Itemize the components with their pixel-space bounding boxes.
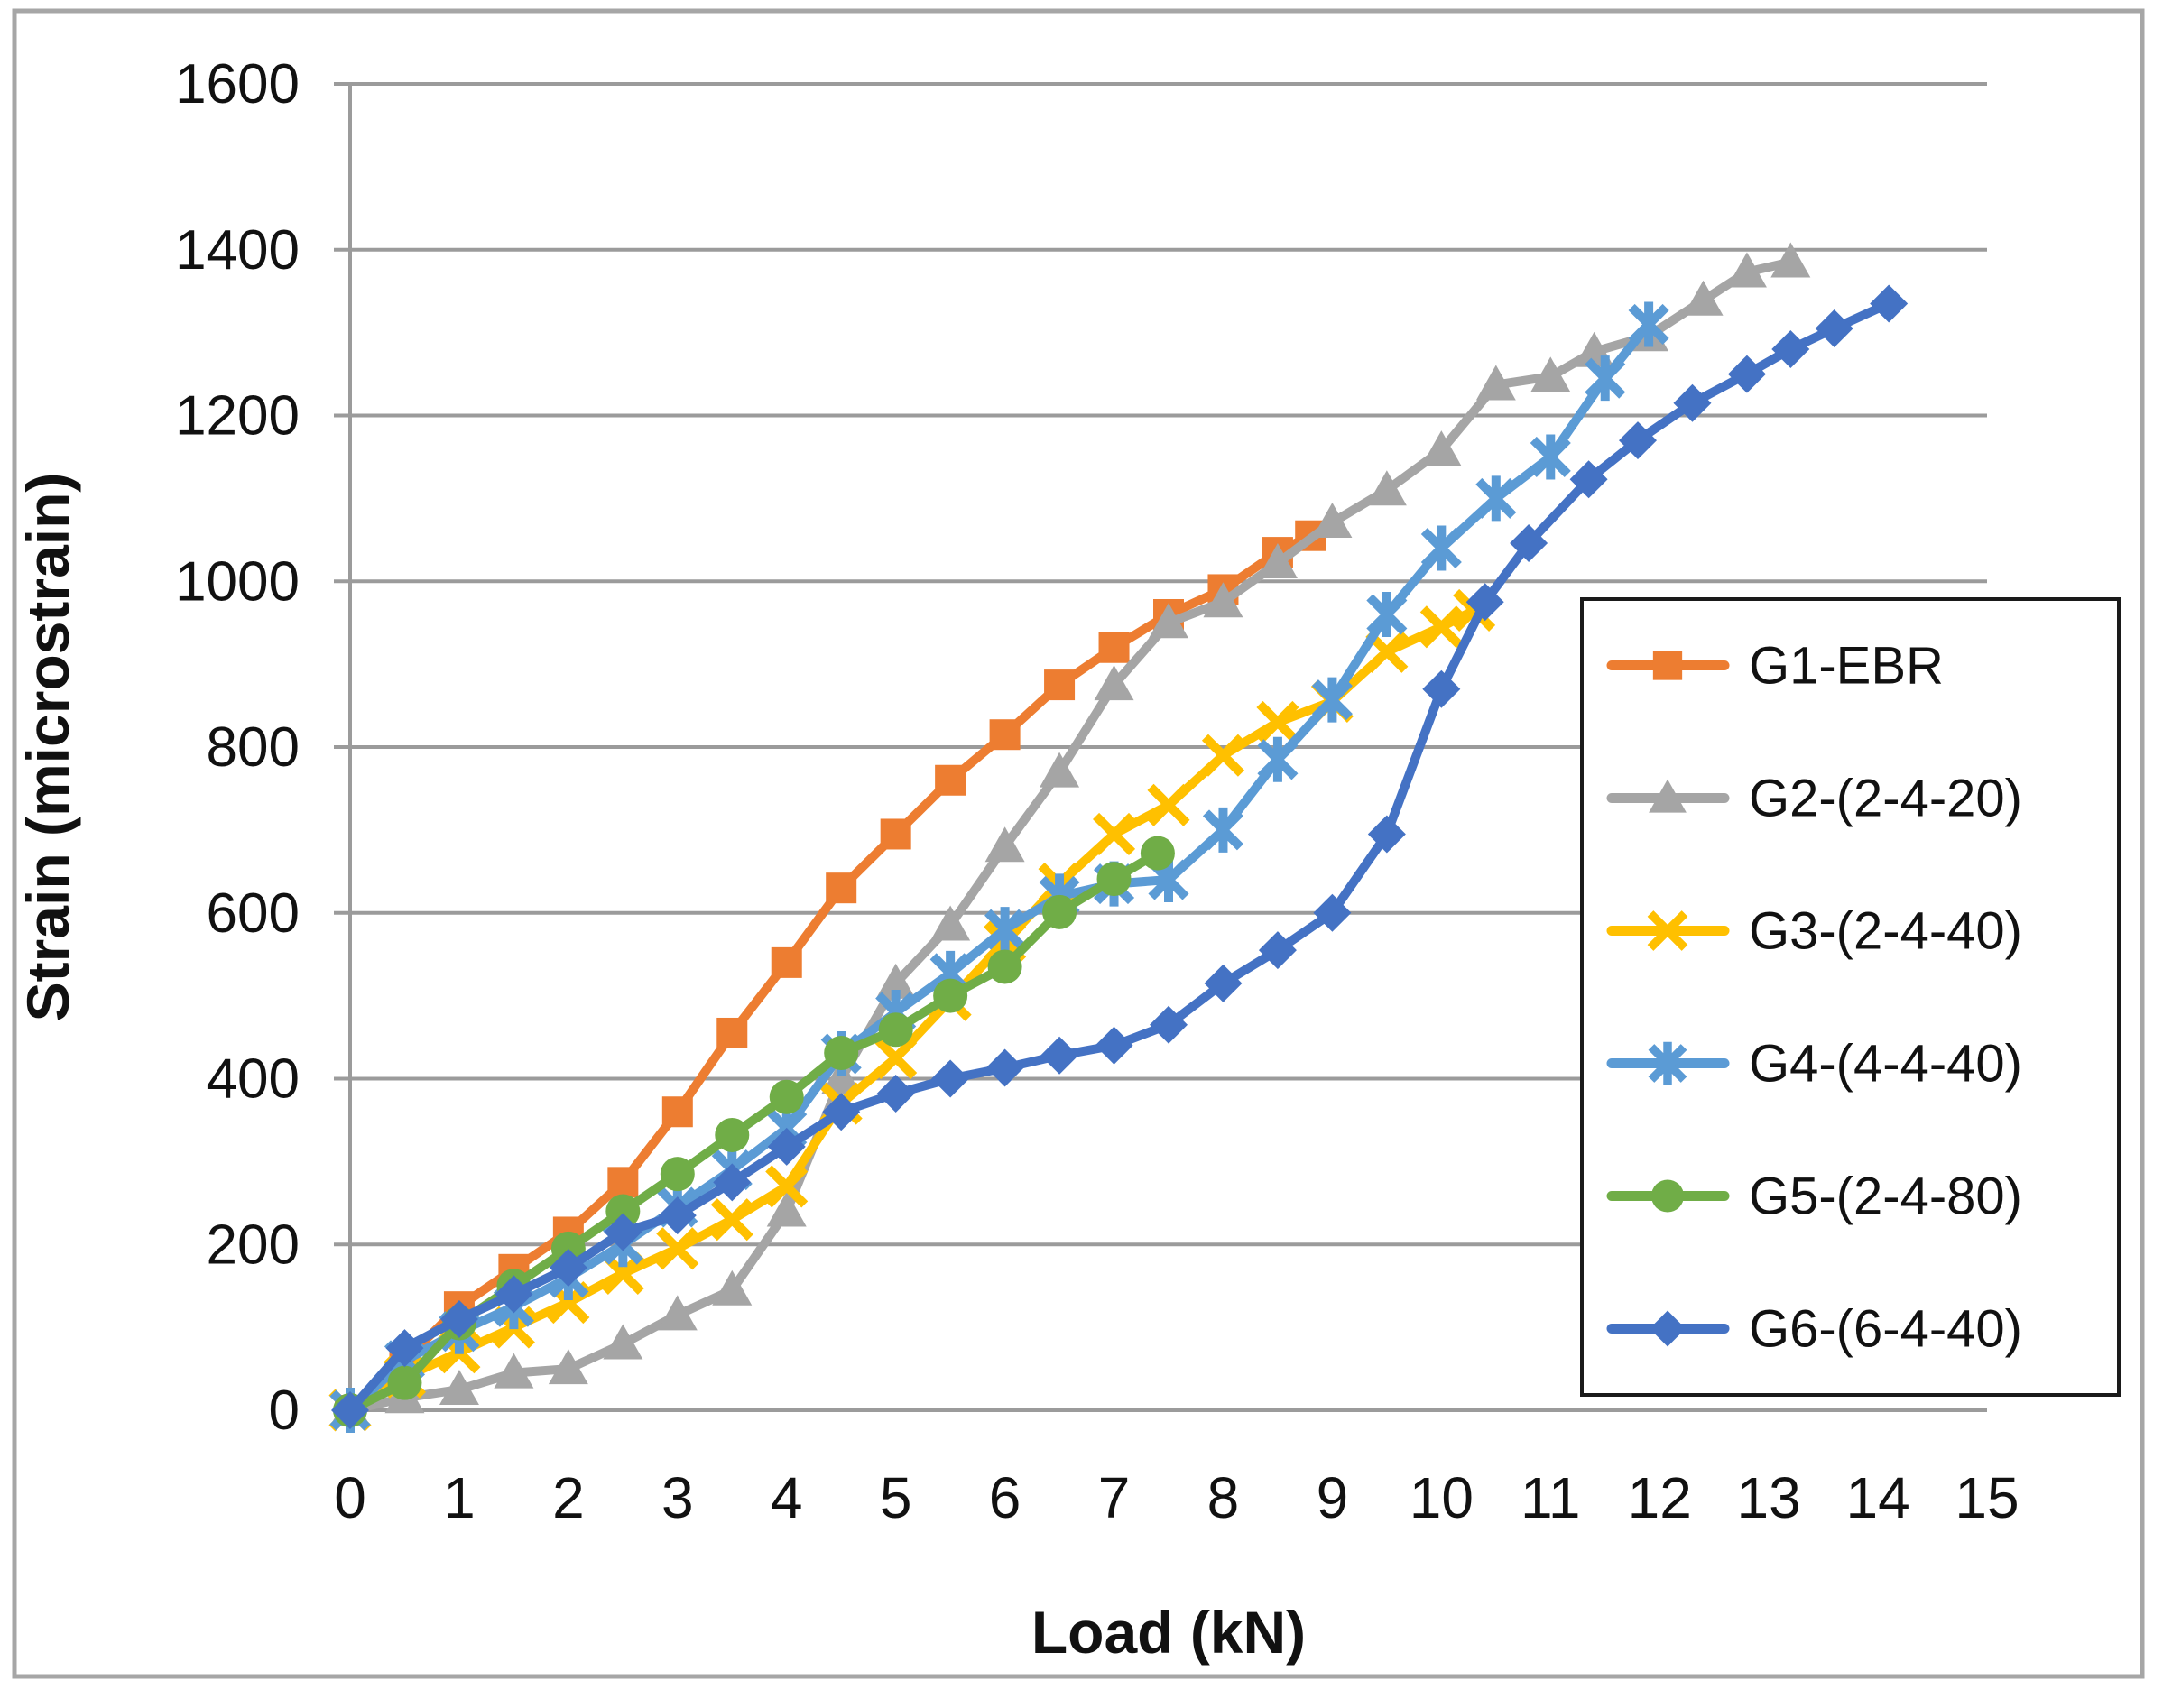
series-g3-2-4-40 [328, 588, 1496, 1432]
x-tick-label-7: 7 [1098, 1465, 1131, 1530]
series-g5-2-4-80-markers [333, 836, 1175, 1427]
legend-label-g6-6-4-40: G6-(6-4-40) [1749, 1300, 2022, 1359]
x-tick-label-10: 10 [1410, 1465, 1474, 1530]
series-g1-ebr-line [346, 531, 1316, 1415]
figure-border [12, 8, 2145, 1679]
series-g3-2-4-40-markers [328, 588, 1496, 1432]
y-tick-label-800: 800 [207, 716, 300, 779]
y-tick-label-0: 0 [269, 1380, 300, 1442]
legend-box [1580, 597, 2121, 1397]
series-g4-4-4-40 [329, 301, 1669, 1433]
y-tick-label-200: 200 [207, 1214, 300, 1276]
series-g5-2-4-80 [333, 836, 1175, 1427]
x-tick-label-6: 6 [989, 1465, 1021, 1530]
x-tick-label-14: 14 [1845, 1465, 1909, 1530]
x-tick-label-2: 2 [552, 1465, 585, 1530]
legend-label-g2-2-4-20: G2-(2-4-20) [1749, 770, 2022, 828]
legend-marker-square-icon [1652, 651, 1683, 680]
x-tick-label-15: 15 [1955, 1465, 2019, 1530]
x-tick-label-11: 11 [1521, 1465, 1580, 1530]
series-g6-6-4-40 [331, 284, 1909, 1429]
x-tick-label-8: 8 [1207, 1465, 1240, 1530]
series-g1-ebr [335, 520, 1326, 1426]
x-tick-label-3: 3 [661, 1465, 694, 1530]
series-g2-2-4-20-line [346, 257, 1796, 1415]
x-tick-label-12: 12 [1628, 1465, 1692, 1530]
legend-item-g2-2-4-20: G2-(2-4-20) [1606, 770, 2022, 828]
y-tick-label-1400: 1400 [175, 219, 300, 282]
y-tick-label-1000: 1000 [175, 550, 300, 613]
legend-marker-star-icon [1648, 1041, 1687, 1085]
legend-label-g3-2-4-40: G3-(2-4-40) [1749, 902, 2022, 961]
legend-label-g1-ebr: G1-EBR [1749, 637, 1944, 696]
y-tick-label-1200: 1200 [175, 385, 300, 448]
legend-item-g4-4-4-40: G4-(4-4-40) [1606, 1035, 2022, 1094]
series-g3-2-4-40-line [346, 605, 1479, 1415]
legend-marker-diamond-icon [1650, 1310, 1686, 1347]
legend-item-g5-2-4-80: G5-(2-4-80) [1606, 1168, 2022, 1226]
legend-marker-triangle-icon [1649, 779, 1687, 813]
legend-item-g1-ebr: G1-EBR [1606, 637, 1944, 696]
legend-label-g4-4-4-40: G4-(4-4-40) [1749, 1035, 2022, 1094]
x-tick-label-0: 0 [334, 1465, 366, 1530]
x-tick-label-9: 9 [1317, 1465, 1349, 1530]
series-g4-4-4-40-markers [329, 301, 1669, 1433]
legend-item-g3-2-4-40: G3-(2-4-40) [1606, 902, 2022, 961]
y-tick-label-600: 600 [207, 882, 300, 945]
y-tick-label-1600: 1600 [175, 53, 300, 115]
x-axis-title: Load (kN) [1031, 1599, 1306, 1666]
x-tick-label-13: 13 [1737, 1465, 1801, 1530]
series-g6-6-4-40-markers [331, 284, 1909, 1429]
data-series [328, 242, 1909, 1433]
chart-legend: G1-EBR G2-(2-4-20) G3-(2-4-40) G4-(4-4-40) G… [1580, 597, 2121, 1397]
y-tick-label-400: 400 [207, 1048, 300, 1111]
y-axis-title: Strain (microstrain) [14, 473, 81, 1022]
axes [334, 82, 352, 1412]
legend-marker-circle-icon [1650, 1179, 1685, 1213]
legend-label-g5-2-4-80: G5-(2-4-80) [1749, 1168, 2022, 1226]
x-tick-label-1: 1 [443, 1465, 476, 1530]
legend-item-g6-6-4-40: G6-(6-4-40) [1606, 1300, 2022, 1359]
legend-marker-x-icon [1647, 910, 1688, 951]
x-tick-label-4: 4 [771, 1465, 803, 1530]
x-tick-label-5: 5 [880, 1465, 912, 1530]
